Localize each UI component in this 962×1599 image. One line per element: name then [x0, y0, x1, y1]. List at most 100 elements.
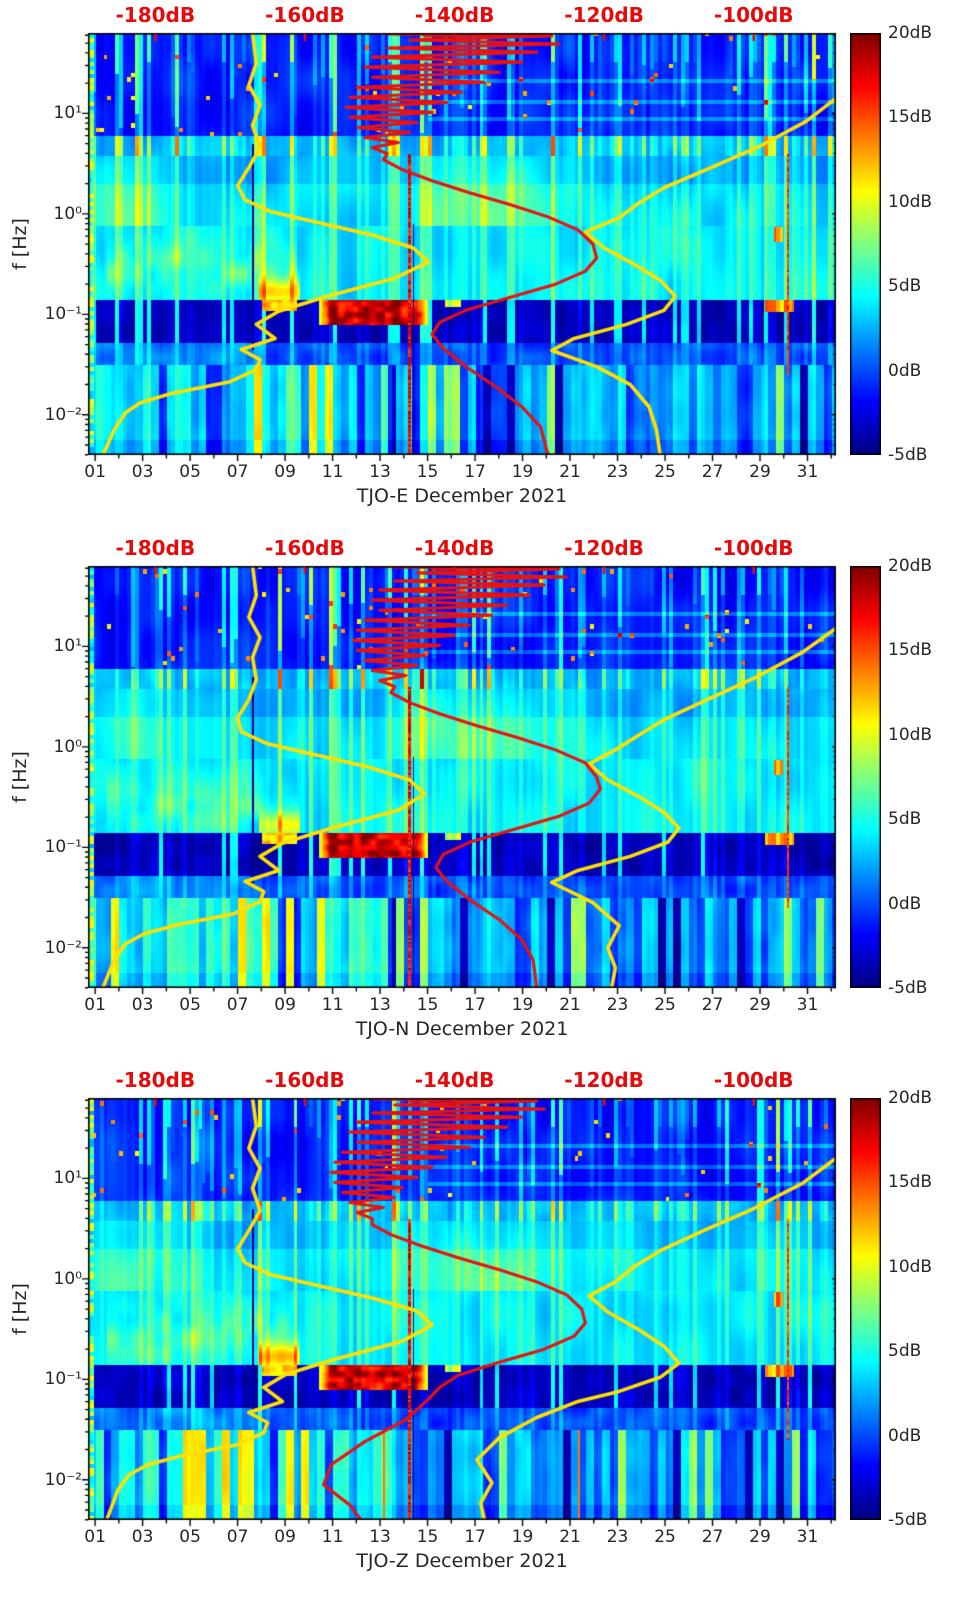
x-tick-label: 03: [131, 1527, 154, 1547]
top-axis-db-label: -140dB: [414, 536, 495, 560]
x-tick-label: 31: [796, 1527, 819, 1547]
x-tick-label: 05: [179, 462, 201, 482]
x-tick-label: 03: [131, 995, 154, 1015]
x-tick-label: 15: [416, 995, 439, 1015]
y-axis-label-tjo-z: f [Hz]: [9, 1283, 31, 1335]
x-tick-label: 19: [511, 995, 534, 1015]
x-tick-label: 17: [464, 1527, 486, 1547]
colorbar-tjo-z: [850, 1098, 881, 1520]
y-tick-label: 10¹: [53, 636, 82, 657]
colorbar-tick-label: 5dB: [888, 809, 922, 830]
x-tick-label: 19: [511, 462, 534, 482]
y-tick-label: 10⁻²: [44, 937, 82, 958]
colorbar-tick-label: 0dB: [888, 360, 922, 381]
x-tick-label: 15: [416, 462, 439, 482]
colorbar-tick-label: 10dB: [888, 724, 933, 745]
top-axis-db-label: -160dB: [265, 3, 345, 27]
top-axis-db-label: -180dB: [115, 1068, 196, 1092]
x-tick-label: 01: [84, 995, 106, 1015]
x-tick-label: 11: [321, 1527, 344, 1547]
y-tick-label: 10¹: [53, 103, 82, 124]
y-tick-label: 10⁻¹: [44, 837, 82, 858]
top-axis-db-label: -120dB: [564, 3, 644, 27]
x-tick-label: 29: [749, 462, 771, 482]
x-tick-label: 11: [321, 462, 344, 482]
x-tick-label: 31: [796, 995, 819, 1015]
top-axis-db-label: -160dB: [265, 1068, 345, 1092]
y-axis-label-tjo-e: f [Hz]: [9, 218, 31, 270]
x-tick-label: 19: [511, 1527, 534, 1547]
top-axis-db-label: -180dB: [115, 3, 196, 27]
colorbar-tick-label: 15dB: [888, 107, 933, 128]
x-tick-label: 27: [701, 995, 724, 1015]
colorbar-tick-label: 0dB: [888, 893, 922, 914]
top-axis-db-label: -100dB: [713, 1068, 794, 1092]
x-tick-label: 21: [559, 462, 581, 482]
spectrogram-plot-tjo-e: [78, 23, 846, 465]
spectrogram-plot-tjo-n: [78, 556, 846, 998]
x-tick-label: 17: [464, 462, 486, 482]
colorbar-tick-label: 20dB: [888, 556, 933, 576]
x-tick-label: 03: [131, 462, 154, 482]
x-tick-label: 13: [369, 462, 391, 482]
x-tick-label: 23: [606, 462, 629, 482]
x-tick-label: 23: [606, 995, 629, 1015]
y-tick-label: 10⁻¹: [44, 304, 82, 325]
x-tick-label: 27: [701, 1527, 724, 1547]
x-tick-label: 25: [654, 1527, 676, 1547]
x-tick-label: 17: [464, 995, 486, 1015]
top-axis-db-label: -140dB: [414, 1068, 495, 1092]
x-tick-label: 15: [416, 1527, 439, 1547]
top-axis-db-label: -120dB: [564, 536, 644, 560]
colorbar-tick-label: 20dB: [888, 1088, 933, 1108]
x-tick-label: 05: [179, 1527, 201, 1547]
x-tick-label: 07: [226, 1527, 249, 1547]
panel-title-tjo-n: TJO-N December 2021: [355, 1018, 569, 1040]
y-tick-label: 10¹: [53, 1168, 82, 1189]
x-tick-label: 13: [369, 995, 391, 1015]
y-tick-label: 10⁰: [53, 1268, 82, 1289]
spectrogram-plot-tjo-z: [78, 1088, 846, 1530]
top-axis-db-label: -120dB: [564, 1068, 644, 1092]
x-tick-label: 21: [559, 1527, 581, 1547]
y-axis-label-tjo-n: f [Hz]: [9, 751, 31, 803]
colorbar-tick-label: 20dB: [888, 23, 933, 43]
y-tick-label: 10⁰: [53, 736, 82, 757]
x-tick-label: 07: [226, 462, 249, 482]
y-tick-label: 10⁻²: [44, 1469, 82, 1490]
panel-title-tjo-z: TJO-Z December 2021: [356, 1550, 568, 1572]
colorbar-tick-label: 0dB: [888, 1425, 922, 1446]
x-tick-label: 07: [226, 995, 249, 1015]
colorbar-tick-label: 10dB: [888, 191, 933, 212]
colorbar-tick-label: 15dB: [888, 1172, 933, 1193]
x-tick-label: 29: [749, 1527, 771, 1547]
colorbar-tick-label: -5dB: [888, 1510, 928, 1530]
top-axis-db-label: -100dB: [713, 536, 794, 560]
colorbar-tjo-e: [850, 33, 881, 455]
top-axis-db-label: -180dB: [115, 536, 196, 560]
panel-title-tjo-e: TJO-E December 2021: [356, 485, 568, 507]
colorbar-tick-label: 5dB: [888, 1341, 922, 1362]
x-tick-label: 21: [559, 995, 581, 1015]
x-tick-label: 01: [84, 462, 106, 482]
x-tick-label: 09: [274, 462, 296, 482]
x-tick-label: 31: [796, 462, 819, 482]
top-axis-db-label: -140dB: [414, 3, 495, 27]
x-tick-label: 25: [654, 462, 676, 482]
y-tick-label: 10⁻¹: [44, 1369, 82, 1390]
x-tick-label: 23: [606, 1527, 629, 1547]
y-tick-label: 10⁻²: [44, 404, 82, 425]
x-tick-label: 29: [749, 995, 771, 1015]
colorbar-tick-label: -5dB: [888, 978, 928, 998]
x-tick-label: 01: [84, 1527, 106, 1547]
top-axis-db-label: -100dB: [713, 3, 794, 27]
x-tick-label: 09: [274, 1527, 296, 1547]
x-tick-label: 09: [274, 995, 296, 1015]
colorbar-tick-label: 10dB: [888, 1256, 933, 1277]
colorbar-tick-label: -5dB: [888, 445, 928, 465]
x-tick-label: 05: [179, 995, 201, 1015]
x-tick-label: 25: [654, 995, 676, 1015]
colorbar-tick-label: 15dB: [888, 640, 933, 661]
y-tick-label: 10⁰: [53, 203, 82, 224]
